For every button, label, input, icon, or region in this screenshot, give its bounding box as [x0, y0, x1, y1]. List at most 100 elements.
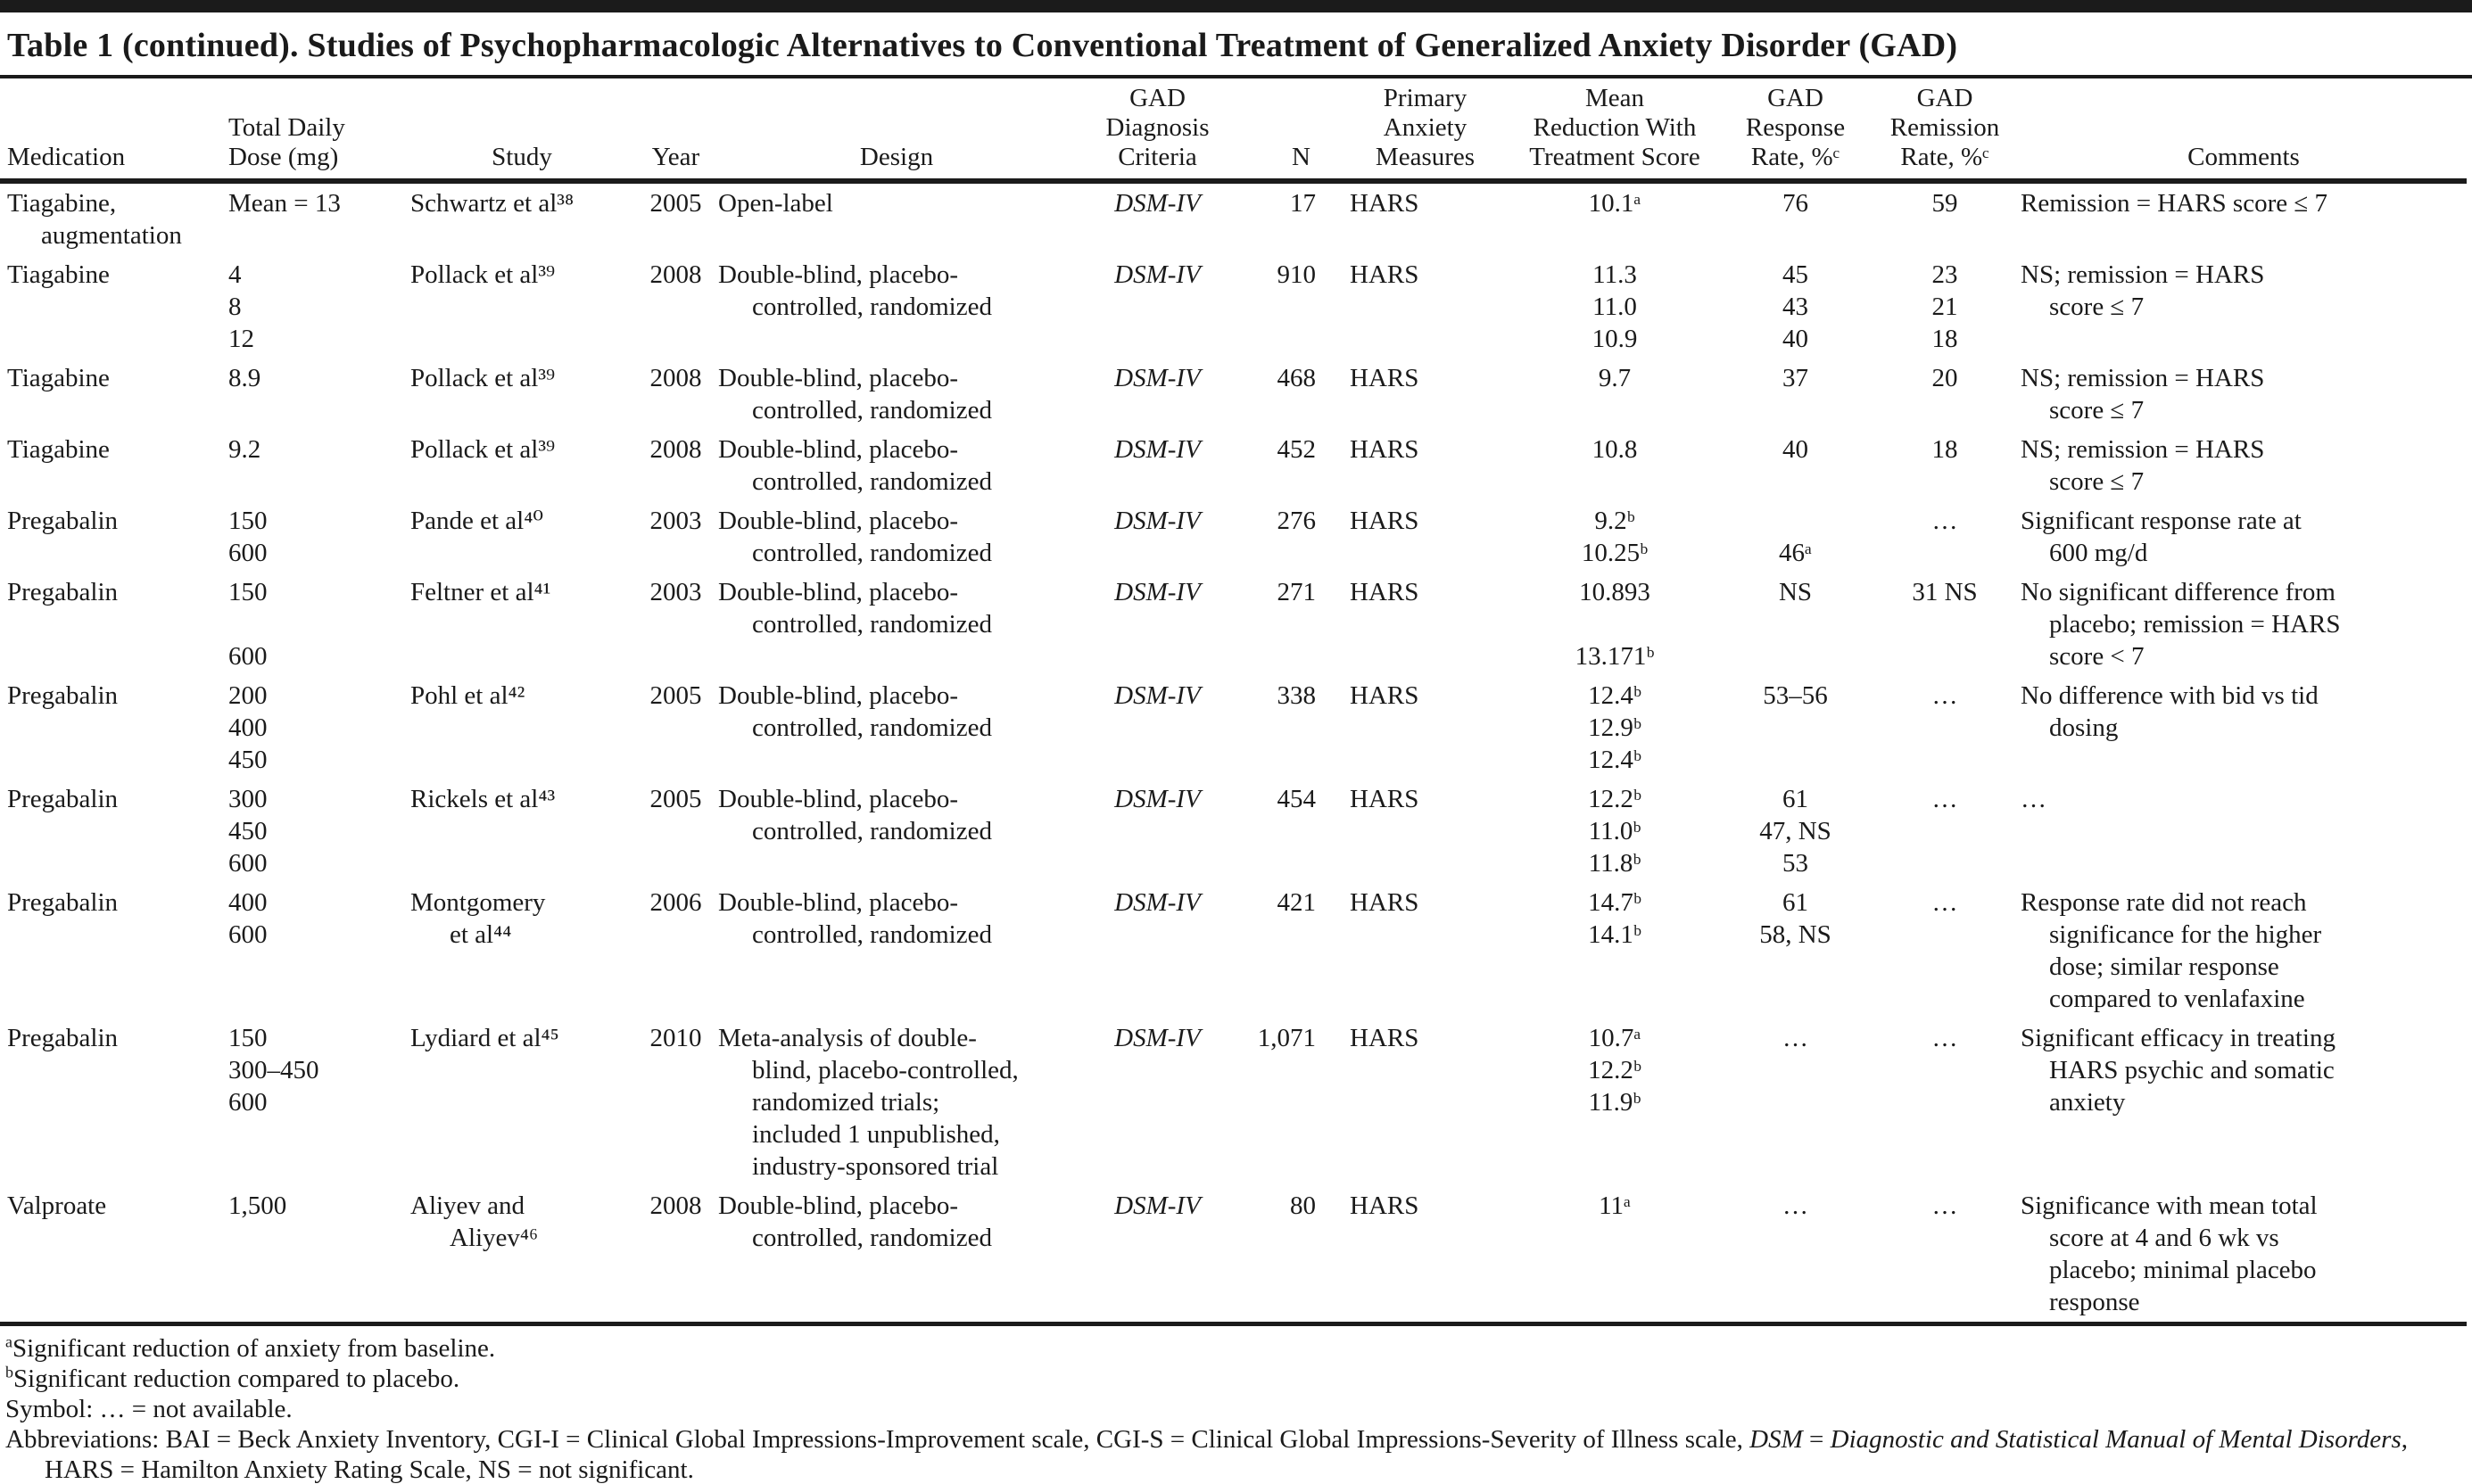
cell-measures: HARS: [1350, 578, 1419, 606]
cell-comments: Significance with mean total score at 4 …: [2021, 1191, 2318, 1316]
cell-year: 2005: [649, 681, 702, 710]
cell-medication: Tiagabine: [7, 435, 110, 464]
cell-medication: Tiagabine, augmentation: [7, 189, 182, 250]
cell-design: Double-blind, placebo- controlled, rando…: [718, 785, 992, 845]
cell-medication: Pregabalin: [7, 785, 119, 813]
cell-criteria: DSM-IV: [1114, 578, 1201, 606]
abbreviations-text-2: =: [1802, 1425, 1831, 1454]
cell-study: Feltner et al⁴¹: [410, 578, 551, 606]
cell-medication: Pregabalin: [7, 681, 119, 710]
cell-study: Pollack et al³⁹: [410, 435, 556, 464]
cell-design: Double-blind, placebo- controlled, rando…: [718, 435, 992, 496]
table-row: Tiagabine 9.2 Pollack et al³⁹ 2008 Double-bl…: [0, 430, 2467, 501]
cell-comments: Significant response rate at 600 mg/d: [2021, 507, 2302, 567]
cell-design: Double-blind, placebo- controlled, rando…: [718, 260, 992, 321]
column-header-comments: Comments: [2021, 78, 2467, 184]
cell-n: 271: [1277, 578, 1317, 606]
table-row: Tiagabine, augmentation Mean = 13 Schwartz…: [0, 181, 2467, 255]
cell-measures: HARS: [1350, 1024, 1419, 1052]
cell-dose: 4 8 12: [228, 260, 254, 353]
cell-n: 452: [1277, 435, 1317, 464]
cell-response: …: [1782, 1191, 1808, 1220]
column-header-remission-rate: GAD Remission Rate, %ᶜ: [1869, 78, 2021, 184]
top-rule: [0, 0, 2472, 12]
cell-comments: NS; remission = HARS score ≤ 7: [2021, 364, 2265, 425]
cell-medication: Tiagabine: [7, 364, 110, 392]
cell-dose: 150 300–450 600: [228, 1024, 319, 1117]
cell-response: 76: [1782, 189, 1808, 218]
cell-remission: …: [1931, 1191, 1958, 1220]
cell-design: Double-blind, placebo- controlled, rando…: [718, 578, 992, 639]
cell-year: 2008: [649, 364, 702, 392]
cell-comments: Significant efficacy in treating HARS ps…: [2021, 1024, 2336, 1117]
cell-measures: HARS: [1350, 785, 1419, 813]
footnote-b: bSignificant reduction compared to place…: [5, 1364, 2449, 1394]
footnote-symbol: Symbol: … = not available.: [5, 1395, 293, 1423]
table-body: Tiagabine, augmentation Mean = 13 Schwartz…: [0, 181, 2467, 1324]
cell-criteria: DSM-IV: [1114, 1024, 1201, 1052]
cell-response: 61 47, NS 53: [1759, 785, 1831, 878]
column-header-primary-anxiety-measures: Primary Anxiety Measures: [1343, 78, 1508, 184]
cell-score: 10.7ᵃ 12.2ᵇ 11.9ᵇ: [1588, 1024, 1641, 1117]
abbreviations-text-1: Abbreviations: BAI = Beck Anxiety Invent…: [5, 1425, 1750, 1454]
column-header-gad-diagnosis-criteria: GAD Diagnosis Criteria: [1075, 78, 1240, 184]
table-title: Table 1 (continued). Studies of Psychoph…: [7, 27, 1958, 64]
cell-remission: …: [1931, 888, 1958, 917]
table-row: Pregabalin 150 300–450 600 Lydiard et al⁴⁵…: [0, 1018, 2467, 1186]
cell-n: 468: [1277, 364, 1317, 392]
cell-remission: 59: [1931, 189, 1958, 218]
cell-study: Pollack et al³⁹: [410, 364, 556, 392]
cell-design: Double-blind, placebo- controlled, rando…: [718, 888, 992, 949]
cell-criteria: DSM-IV: [1114, 260, 1201, 289]
cell-score: 12.2ᵇ 11.0ᵇ 11.8ᵇ: [1588, 785, 1641, 878]
cell-comments: No significant difference from placebo; …: [2021, 578, 2341, 671]
cell-study: Aliyev and Aliyev⁴⁶: [410, 1191, 539, 1252]
header-row: Medication Total Daily Dose (mg) Study Y…: [0, 78, 2467, 184]
cell-design: Double-blind, placebo- controlled, rando…: [718, 507, 992, 567]
cell-response: 46ᵃ: [1779, 539, 1812, 567]
cell-score: 10.8: [1592, 435, 1638, 464]
cell-response: …: [1782, 1024, 1808, 1052]
table-row: Tiagabine 8.9 Pollack et al³⁹ 2008 Double-bl…: [0, 359, 2467, 430]
table-row: Pregabalin 150 600 Pande et al⁴⁰ 2003 Double…: [0, 501, 2467, 573]
cell-response: 61 58, NS: [1759, 888, 1831, 949]
cell-comments: No difference with bid vs tid dosing: [2021, 681, 2319, 742]
cell-measures: HARS: [1350, 364, 1419, 392]
cell-n: 421: [1277, 888, 1317, 917]
cell-study: Pollack et al³⁹: [410, 260, 556, 289]
cell-n: 1,071: [1257, 1024, 1316, 1052]
column-header-n: N: [1240, 78, 1343, 184]
cell-score: 10.893 13.171ᵇ: [1575, 578, 1655, 671]
cell-measures: HARS: [1350, 260, 1419, 289]
table-row: Valproate 1,500 Aliyev and Aliyev⁴⁶ 2008 Dou…: [0, 1186, 2467, 1324]
footnotes: aSignificant reduction of anxiety from b…: [0, 1326, 2458, 1484]
column-header-medication: Medication: [0, 78, 223, 184]
cell-n: 338: [1277, 681, 1317, 710]
cell-remission: 31 NS: [1912, 578, 1978, 606]
cell-year: 2003: [649, 507, 702, 535]
cell-measures: HARS: [1350, 888, 1419, 917]
footnote-a-text: Significant reduction of anxiety from ba…: [12, 1334, 496, 1363]
cell-n: 17: [1290, 189, 1316, 218]
cell-medication: Pregabalin: [7, 578, 119, 606]
footnote-a: aSignificant reduction of anxiety from b…: [5, 1333, 2449, 1364]
cell-design: Double-blind, placebo- controlled, rando…: [718, 364, 992, 425]
cell-criteria: DSM-IV: [1114, 681, 1201, 710]
cell-measures: HARS: [1350, 1191, 1419, 1220]
cell-score: 14.7ᵇ 14.1ᵇ: [1588, 888, 1641, 949]
cell-measures: HARS: [1350, 189, 1419, 218]
title-rule: [0, 75, 2472, 78]
footnote-b-marker: b: [5, 1363, 13, 1381]
cell-dose: 400 600: [228, 888, 268, 949]
column-header-mean-reduction: Mean Reduction With Treatment Score: [1508, 78, 1722, 184]
cell-response: 37: [1782, 364, 1808, 392]
cell-design: Meta-analysis of double- blind, placebo-…: [718, 1024, 1019, 1181]
column-header-design: Design: [718, 78, 1075, 184]
cell-year: 2005: [649, 785, 702, 813]
table-row: Pregabalin 300 450 600 Rickels et al⁴³ 2005…: [0, 779, 2467, 883]
cell-dose: 150 600: [228, 578, 268, 671]
cell-response: 45 43 40: [1782, 260, 1808, 353]
table-row: Pregabalin 200 400 450 Pohl et al⁴² 2005 Dou…: [0, 676, 2467, 779]
cell-criteria: DSM-IV: [1114, 189, 1201, 218]
cell-comments: Remission = HARS score ≤ 7: [2021, 189, 2328, 218]
